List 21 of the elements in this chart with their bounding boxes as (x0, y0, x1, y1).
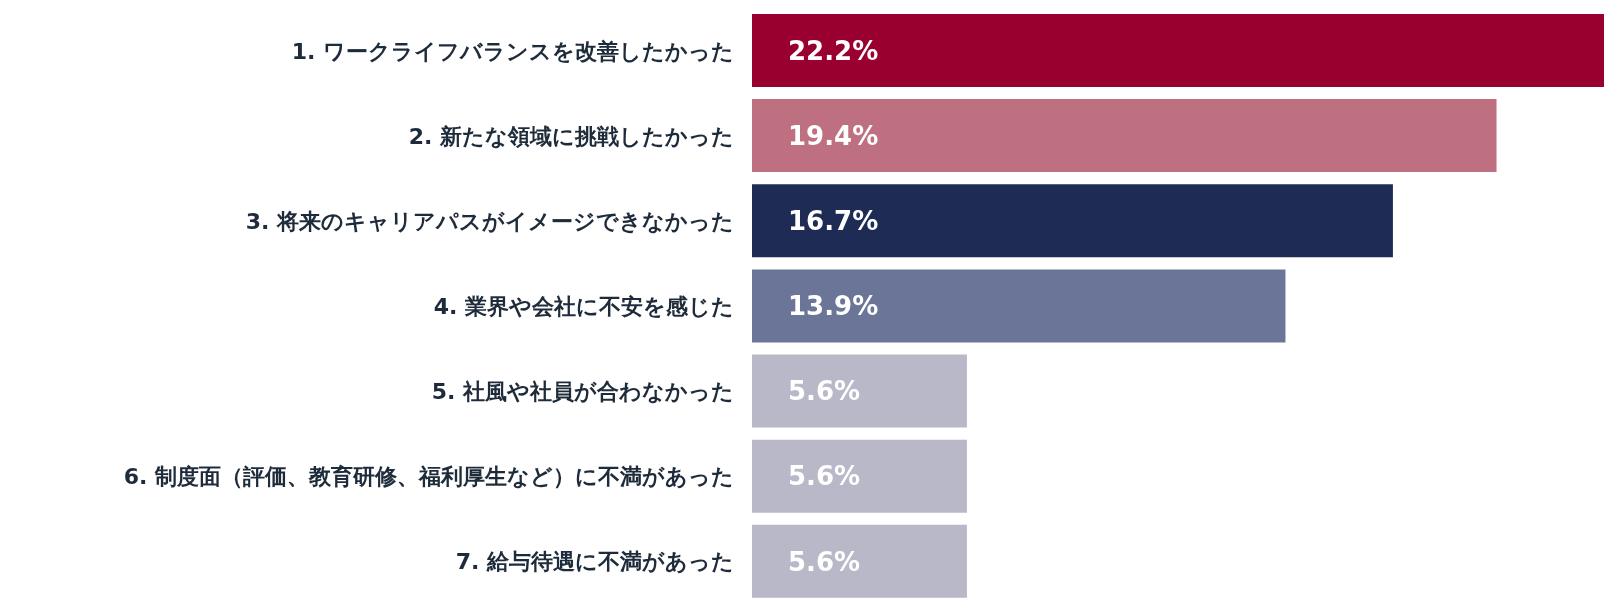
data-label: 22.2% (788, 35, 879, 66)
data-label: 16.7% (788, 205, 879, 236)
y-tick-label: 2. 新たな領域に挑戦したかった (408, 123, 734, 149)
bar (752, 184, 1393, 258)
bar (752, 524, 967, 598)
y-tick-label: 6. 制度面（評価、教育研修、福利厚生など）に不満があった (123, 464, 734, 490)
y-tick-label: 1. ワークライフバランスを改善したかった (291, 38, 734, 64)
bar (752, 354, 967, 428)
data-label: 19.4% (788, 120, 879, 151)
data-label: 5.6% (788, 546, 861, 577)
y-tick-label: 4. 業界や会社に不安を感じた (433, 294, 734, 319)
y-tick-label: 5. 社風や社員が合わなかった (431, 379, 734, 405)
bar (752, 439, 967, 513)
bar (752, 99, 1497, 173)
data-label: 5.6% (788, 461, 861, 492)
y-tick-label: 3. 将来のキャリアパスがイメージできなかった (245, 208, 734, 234)
bar (752, 269, 1286, 343)
y-tick-label: 7. 給与待遇に不満があった (455, 549, 734, 575)
data-label: 5.6% (788, 376, 861, 407)
data-label: 13.9% (788, 291, 879, 322)
bar (752, 13, 1604, 87)
